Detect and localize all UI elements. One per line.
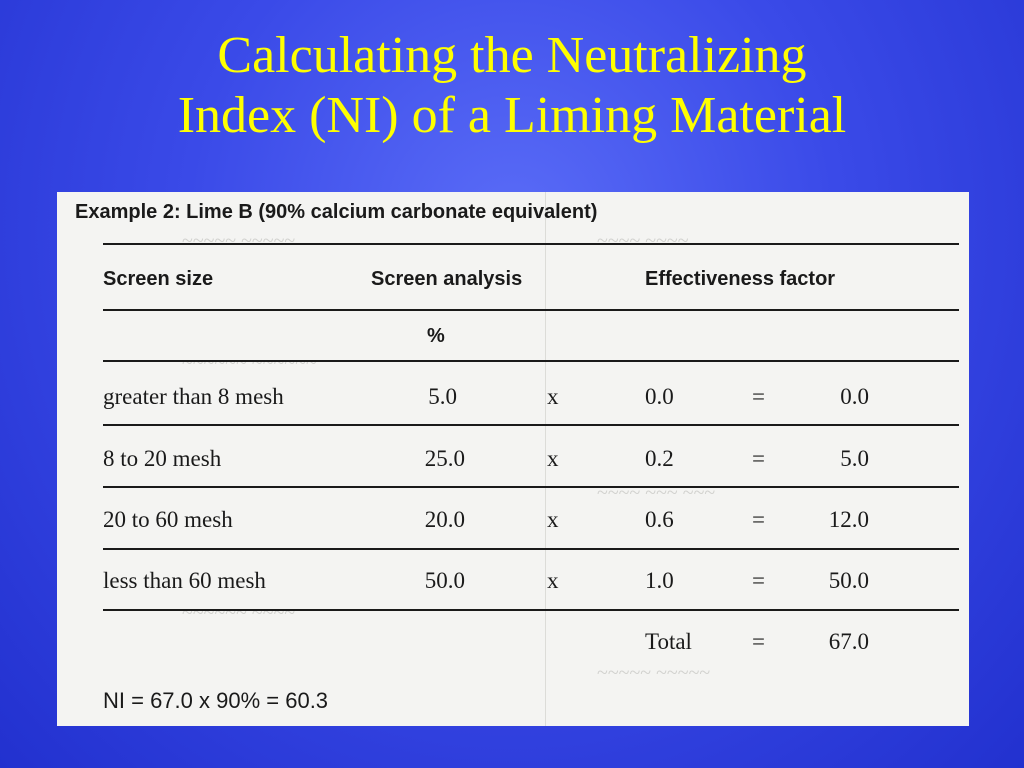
cell-screen-size: 8 to 20 mesh [103, 446, 222, 471]
rule-row-1 [103, 424, 959, 426]
cell-operator: x [547, 507, 559, 532]
rule-row-4 [103, 609, 959, 611]
cell-result: 12.0 [828, 507, 869, 532]
cell-operator: x [547, 446, 559, 471]
cell-screen-analysis: 50.0 [424, 568, 465, 593]
rule-row-2 [103, 486, 959, 488]
cell-result: 0.0 [840, 384, 869, 409]
cell-effectiveness-factor: 0.6 [645, 507, 674, 532]
cell-equals: = [752, 446, 765, 471]
cell-screen-size: 20 to 60 mesh [103, 507, 233, 532]
cell-screen-analysis: 5.0 [428, 384, 457, 409]
title-line-1: Calculating the Neutralizing [217, 27, 807, 84]
cell-screen-size: less than 60 mesh [103, 568, 266, 593]
cell-equals: = [752, 568, 765, 593]
example-heading: Example 2: Lime B (90% calcium carbonate… [75, 201, 598, 223]
title-line-2: Index (NI) of a Liming Material [177, 87, 847, 144]
cell-result: 5.0 [840, 446, 869, 471]
total-value: 67.0 [828, 629, 869, 654]
cell-screen-analysis: 20.0 [424, 507, 465, 532]
total-equals: = [752, 629, 765, 654]
ni-formula: NI = 67.0 x 90% = 60.3 [103, 688, 329, 713]
cell-operator: x [547, 568, 559, 593]
unit-percent: % [427, 325, 445, 347]
cell-equals: = [752, 384, 765, 409]
rule-unit [103, 360, 959, 362]
cell-screen-analysis: 25.0 [424, 446, 465, 471]
cell-effectiveness-factor: 0.0 [645, 384, 674, 409]
col-header-effectiveness-factor: Effectiveness factor [645, 268, 836, 290]
cell-effectiveness-factor: 0.2 [645, 446, 674, 471]
rule-header [103, 309, 959, 311]
col-header-screen-size: Screen size [103, 268, 214, 290]
cell-operator: x [547, 384, 559, 409]
cell-effectiveness-factor: 1.0 [645, 568, 674, 593]
scanned-table-image: ~~~~~ ~~~~~ ~~~~ ~~~~ ~~~~~~ ~~~~~~ ~~~~… [57, 192, 969, 726]
total-label: Total [645, 629, 692, 654]
slide-title: Calculating the Neutralizing Index (NI) … [0, 26, 1024, 146]
cell-result: 50.0 [828, 568, 869, 593]
cell-screen-size: greater than 8 mesh [103, 384, 284, 409]
cell-equals: = [752, 507, 765, 532]
col-header-screen-analysis: Screen analysis [371, 268, 523, 290]
rule-top [103, 243, 959, 245]
rule-row-3 [103, 548, 959, 550]
